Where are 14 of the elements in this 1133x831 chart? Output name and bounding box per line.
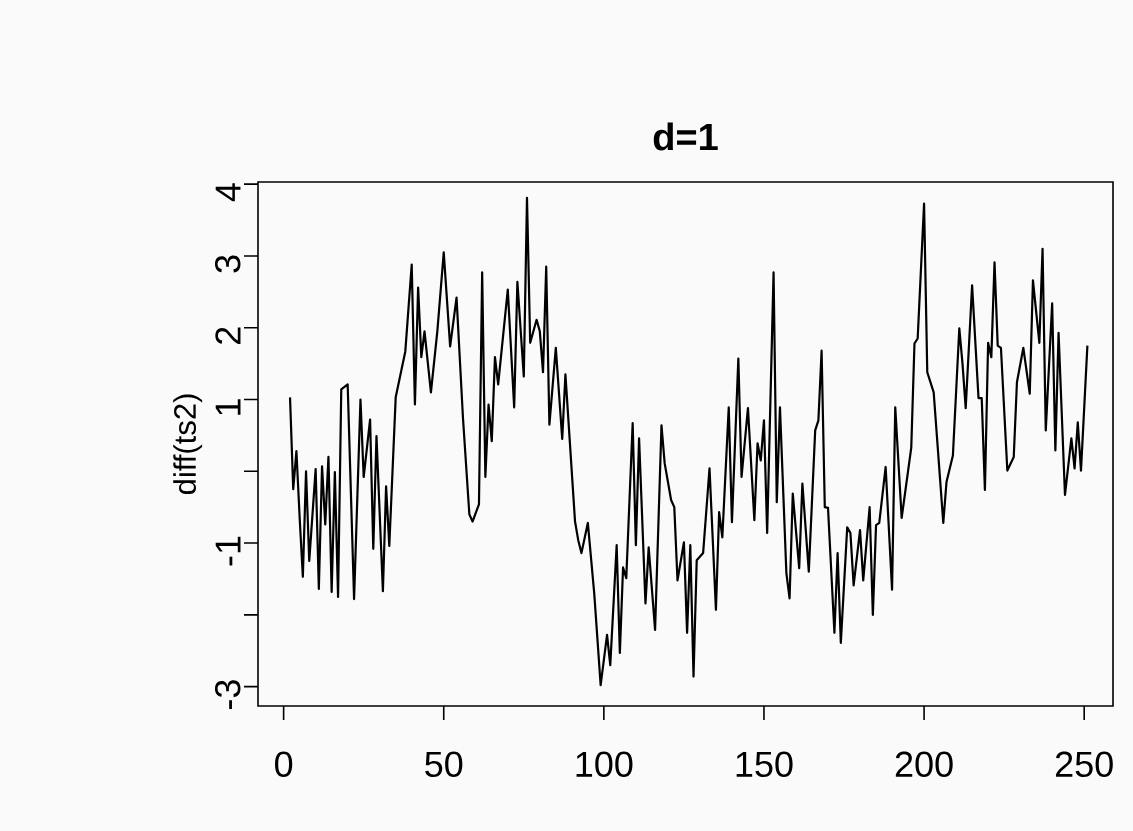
x-tick-label: 200 [895, 751, 953, 778]
x-tick-label: 150 [736, 751, 793, 778]
x-tick-label: 250 [1055, 751, 1113, 778]
y-tick-label: 1 [215, 399, 241, 415]
y-tick-label: 3 [214, 255, 241, 273]
y-tick-label: 2 [215, 327, 241, 344]
y-axis-title: diff(ts2) [173, 394, 203, 495]
y-tick-label: 4 [215, 183, 241, 202]
x-tick-label: 0 [275, 751, 293, 778]
x-tick-label: 50 [425, 751, 463, 778]
x-tick-label: 100 [576, 751, 633, 778]
y-tick-label: -1 [215, 536, 241, 566]
chart-title: d=1 [653, 122, 718, 151]
y-tick-label: -3 [214, 680, 241, 710]
